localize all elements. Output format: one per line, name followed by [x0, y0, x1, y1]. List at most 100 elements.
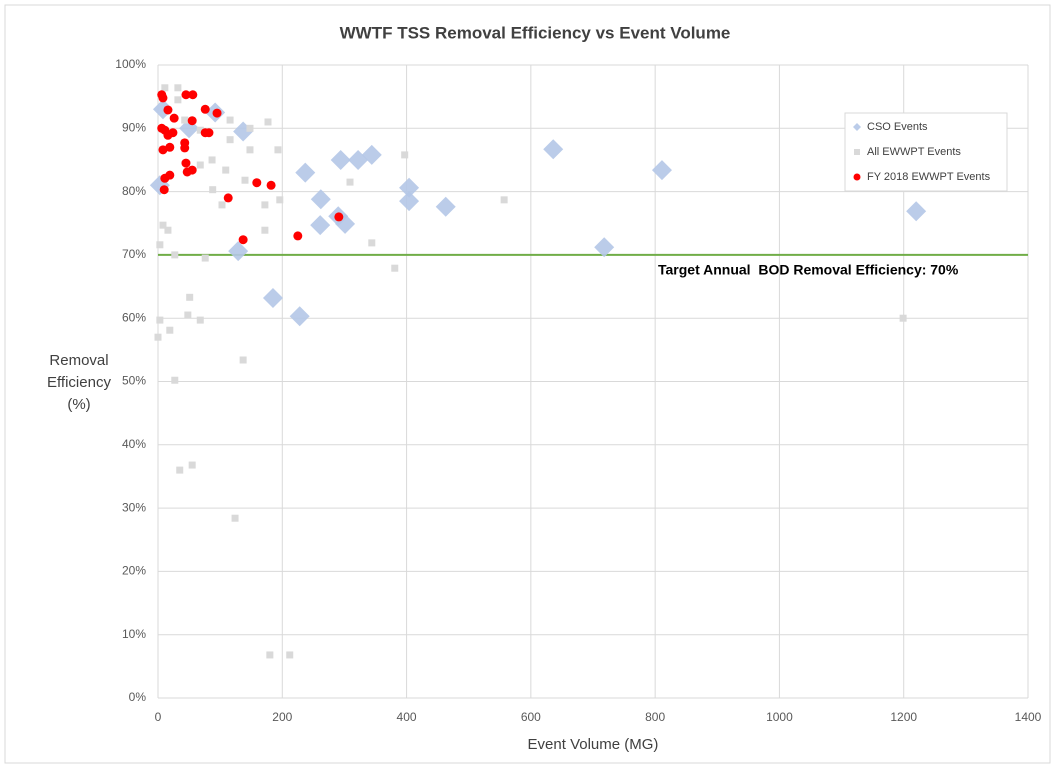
point [212, 108, 222, 118]
point [154, 333, 162, 341]
point [310, 189, 331, 210]
point [187, 116, 197, 126]
point [500, 196, 508, 204]
point [899, 314, 907, 322]
y-tick-label: 70% [122, 247, 146, 261]
point [159, 185, 169, 195]
legend-box [844, 112, 1008, 192]
point [188, 90, 198, 100]
point [261, 201, 269, 209]
point [163, 105, 173, 115]
y-tick-label: 80% [122, 184, 146, 198]
point [222, 166, 230, 174]
point [295, 162, 316, 183]
point [226, 136, 234, 144]
point [543, 139, 564, 160]
legend-marker [854, 149, 860, 155]
point [264, 118, 272, 126]
point [171, 251, 179, 259]
chart-title: WWTF TSS Removal Efficiency vs Event Vol… [340, 23, 731, 42]
point [228, 241, 249, 262]
point [184, 311, 192, 319]
point [180, 138, 190, 148]
point [161, 84, 169, 92]
point [204, 128, 214, 138]
y-tick-label: 30% [122, 500, 146, 514]
point [361, 144, 382, 165]
point [169, 113, 179, 123]
x-tick-label: 1400 [1015, 710, 1042, 724]
series [154, 84, 907, 659]
point [201, 254, 209, 262]
point [261, 226, 269, 234]
point [158, 93, 168, 103]
point [171, 376, 179, 384]
legend-marker [853, 173, 861, 181]
point [391, 264, 399, 272]
point [176, 466, 184, 474]
point [289, 306, 310, 327]
point [200, 104, 210, 114]
point [223, 193, 233, 203]
legend-marker [853, 123, 861, 131]
point [156, 316, 164, 324]
point [187, 165, 197, 175]
x-tick-label: 1200 [890, 710, 917, 724]
point [218, 201, 226, 209]
point [238, 235, 248, 245]
point [334, 212, 344, 222]
point [651, 160, 672, 181]
point [231, 514, 239, 522]
reference-label: Target Annual BOD Removal Efficiency: 70… [658, 262, 959, 278]
point [166, 326, 174, 334]
x-tick-label: 400 [397, 710, 417, 724]
point [174, 96, 182, 104]
legend-label: All EWWPT Events [867, 146, 961, 158]
series [157, 90, 344, 245]
x-tick-label: 600 [521, 710, 541, 724]
point [346, 178, 354, 186]
point [286, 651, 294, 659]
point [399, 177, 420, 198]
point [368, 239, 376, 247]
point [208, 156, 216, 164]
point [226, 116, 234, 124]
x-tick-label: 0 [155, 710, 162, 724]
point [156, 241, 164, 249]
point [239, 356, 247, 364]
point [181, 158, 191, 168]
y-tick-label: 50% [122, 374, 146, 388]
point [165, 142, 175, 152]
point [186, 293, 194, 301]
point [181, 116, 189, 124]
point [196, 161, 204, 169]
point [241, 176, 249, 184]
point [246, 124, 254, 132]
x-tick-label: 200 [272, 710, 292, 724]
point [196, 126, 204, 134]
legend-label: CSO Events [867, 121, 928, 133]
x-tick-label: 800 [645, 710, 665, 724]
point [310, 215, 331, 236]
point [274, 146, 282, 154]
y-tick-label: 0% [129, 690, 147, 704]
x-tick-label: 1000 [766, 710, 793, 724]
point [399, 191, 420, 212]
point [159, 221, 167, 229]
point [181, 90, 191, 100]
y-tick-label: 90% [122, 120, 146, 134]
point [252, 178, 262, 188]
y-tick-label: 100% [115, 57, 146, 71]
point [246, 146, 254, 154]
point [906, 201, 927, 222]
point [266, 180, 276, 190]
x-axis-label: Event Volume (MG) [528, 736, 659, 753]
point [168, 128, 178, 138]
point [174, 84, 182, 92]
point [188, 461, 196, 469]
point [196, 316, 204, 324]
point [330, 149, 351, 170]
point [262, 287, 283, 308]
